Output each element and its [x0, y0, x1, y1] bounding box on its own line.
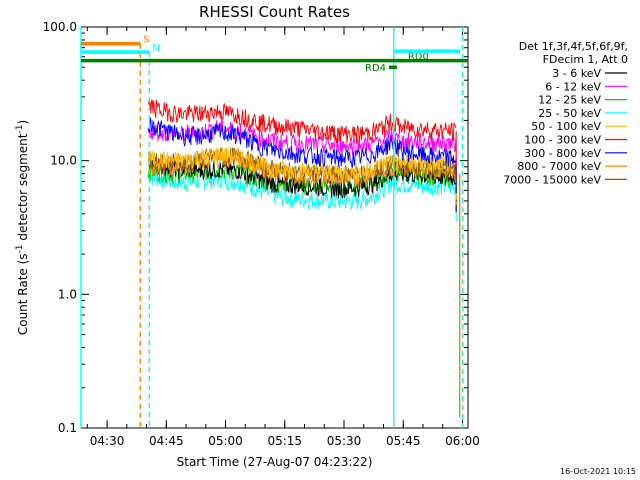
series-line — [147, 117, 457, 157]
flag-label: N — [152, 43, 159, 54]
legend-entry: 6 - 12 keV — [545, 80, 601, 93]
series-line — [147, 169, 457, 211]
legend-header: Det 1f,3f,4f,5f,6f,9f, — [519, 40, 628, 53]
legend-entry: 800 - 7000 keV — [517, 160, 601, 173]
y-axis-label-part: -1 — [15, 125, 25, 134]
x-axis-label: Start Time (27-Aug-07 04:23:22) — [177, 455, 373, 469]
legend-entry: 7000 - 15000 keV — [503, 173, 601, 186]
flag-label: RD0 — [408, 52, 429, 63]
legend-entry: 12 - 25 keV — [538, 94, 601, 107]
y-axis-label-part: Count Rate (s — [16, 253, 30, 335]
x-tick-label: 06:00 — [445, 434, 480, 448]
series-line — [147, 117, 457, 168]
legend-entry: 50 - 100 keV — [531, 120, 601, 133]
timestamp: 16-Oct-2021 10:15 — [560, 467, 636, 476]
y-axis-label-part: detector segment — [16, 133, 30, 244]
chart-title: RHESSI Count Rates — [199, 3, 350, 21]
flag-label: S — [143, 35, 149, 46]
plot-frame — [80, 26, 469, 429]
flag-label: RD4 — [365, 63, 386, 74]
series-line — [147, 99, 457, 144]
y-tick-label: 10.0 — [50, 154, 77, 168]
legend-entry: 3 - 6 keV — [552, 67, 601, 80]
y-tick-label: 1.0 — [58, 287, 77, 301]
x-tick-label: 05:30 — [327, 434, 362, 448]
legend-header: FDecim 1, Att 0 — [543, 53, 628, 66]
x-tick-label: 04:45 — [149, 434, 184, 448]
y-tick-label: 0.1 — [58, 421, 77, 435]
x-tick-label: 05:00 — [208, 434, 243, 448]
y-tick-label: 100.0 — [43, 20, 77, 34]
x-tick-label: 05:15 — [267, 434, 302, 448]
y-axis-label-part: ) — [16, 120, 30, 125]
y-axis-label-part: -1 — [15, 244, 25, 253]
x-tick-label: 05:45 — [386, 434, 421, 448]
legend-entry: 300 - 800 keV — [524, 147, 601, 160]
legend-entry: 25 - 50 keV — [538, 107, 601, 120]
series-line — [147, 146, 457, 183]
y-axis-label: Count Rate (s-1 detector segment-1) — [15, 120, 30, 335]
legend-entry: 100 - 300 keV — [524, 134, 601, 147]
x-tick-label: 04:30 — [90, 434, 125, 448]
